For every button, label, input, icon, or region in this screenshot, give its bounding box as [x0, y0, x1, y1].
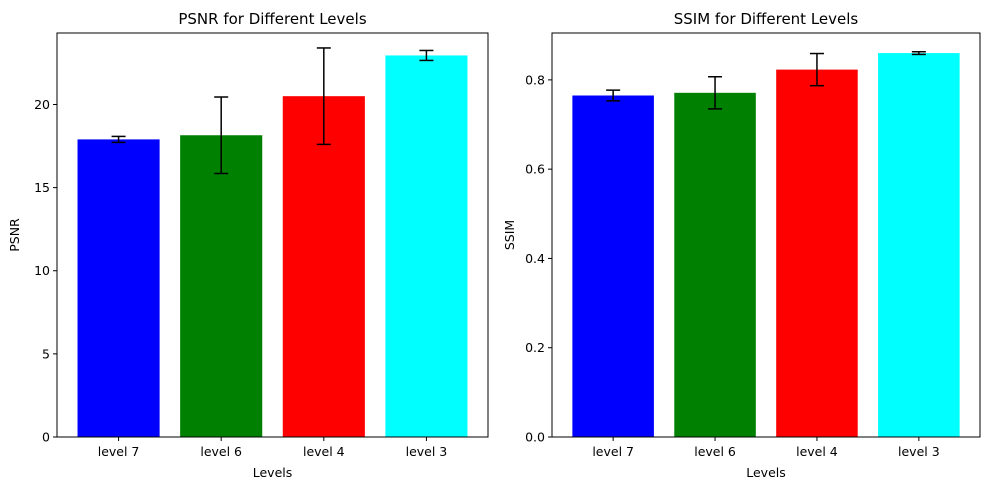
x-tick-label: level 7 [98, 444, 140, 459]
x-tick-label: level 7 [592, 444, 634, 459]
bar-level-7 [572, 95, 654, 437]
bar-level-6 [674, 92, 756, 437]
error-bar-level-7 [606, 89, 621, 102]
bar-level-7 [77, 139, 160, 437]
y-tick-label: 0 [42, 430, 50, 445]
plot-frame [56, 32, 489, 438]
error-bar-level-4 [316, 47, 331, 146]
error-bar-level-6 [708, 75, 723, 110]
error-bar-level-6 [214, 96, 229, 175]
bar-level-3 [878, 53, 960, 437]
y-tick-label: 15 [34, 180, 50, 195]
y-tick-label: 5 [42, 346, 50, 361]
x-tick-label: level 3 [406, 444, 448, 459]
bar-level-4 [282, 96, 365, 438]
error-bar-level-4 [809, 52, 824, 87]
x-axis-label: Levels [746, 465, 786, 480]
x-axis-label: Levels [253, 465, 293, 480]
chart-title: SSIM for Different Levels [674, 10, 859, 28]
error-bar-level-7 [111, 135, 126, 144]
x-tick-label: level 6 [694, 444, 736, 459]
y-tick-label: 20 [34, 97, 50, 112]
y-tick-label: 0.2 [525, 340, 545, 355]
chart-panel-1: 0 5 10 15 20 level 7 level 6 level 4 level 3 PSNR… [7, 10, 489, 480]
x-tick-label: level 3 [898, 444, 940, 459]
y-tick-label: 0.6 [525, 162, 545, 177]
y-tick-label: 0.8 [525, 72, 545, 87]
y-tick-label: 0.4 [525, 251, 545, 266]
error-bar-level-3 [911, 50, 926, 56]
y-tick-label: 10 [34, 263, 50, 278]
chart-panel-2: 0.0 0.2 0.4 0.6 0.8 level 7 level 6 level 4 leve… [502, 10, 981, 480]
bar-level-6 [180, 135, 263, 437]
bar-level-3 [385, 55, 468, 437]
x-tick-label: level 4 [303, 444, 345, 459]
y-axis-label: SSIM [502, 220, 517, 250]
bar-level-4 [776, 69, 858, 437]
plot-frame [551, 32, 981, 438]
y-axis-label: PSNR [7, 218, 22, 252]
x-tick-label: level 4 [796, 444, 838, 459]
error-bar-level-3 [419, 49, 434, 62]
chart-title: PSNR for Different Levels [178, 10, 366, 28]
x-tick-label: level 6 [200, 444, 242, 459]
y-tick-label: 0.0 [525, 430, 545, 445]
